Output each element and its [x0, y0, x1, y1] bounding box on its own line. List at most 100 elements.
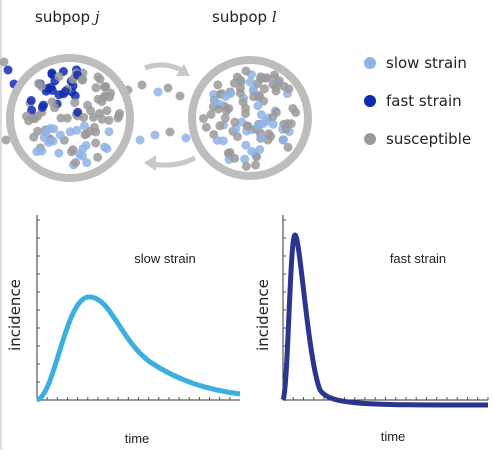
dot — [150, 130, 160, 140]
dot — [48, 136, 58, 146]
dot — [241, 103, 251, 113]
dot — [241, 66, 251, 76]
dot — [62, 113, 72, 123]
dot — [54, 148, 64, 158]
dot — [115, 108, 125, 118]
dot — [47, 69, 57, 79]
legend-dot — [364, 57, 376, 69]
dot — [100, 91, 110, 101]
dot — [104, 115, 114, 125]
dot — [230, 117, 240, 127]
subpop-label: subpop j — [35, 8, 100, 26]
dot — [79, 121, 89, 131]
dot — [27, 105, 37, 115]
dot — [66, 147, 76, 157]
y-label: incidence — [6, 279, 24, 351]
dot — [229, 78, 239, 88]
dot — [206, 109, 216, 119]
dot — [86, 106, 96, 116]
dot — [213, 80, 223, 90]
dot — [209, 96, 219, 106]
dot — [268, 119, 278, 129]
dot — [255, 145, 265, 155]
x-label: time — [381, 429, 406, 444]
dot — [93, 152, 103, 162]
arrow — [144, 62, 187, 75]
dot — [93, 72, 103, 82]
dot — [82, 158, 92, 168]
dot — [91, 127, 101, 137]
dot — [70, 91, 80, 101]
dot — [1, 135, 11, 145]
dot — [281, 124, 291, 134]
legend-label: susceptible — [386, 130, 471, 148]
dot — [37, 146, 47, 156]
dot — [213, 104, 223, 114]
legend-dot — [364, 133, 376, 145]
dot — [181, 133, 191, 143]
fast-curve — [280, 232, 489, 408]
dot — [247, 146, 257, 156]
dot — [70, 98, 80, 108]
dot — [201, 122, 211, 132]
dot — [135, 135, 145, 145]
dot — [261, 117, 271, 127]
dot — [249, 92, 259, 102]
dot — [215, 121, 225, 131]
dot — [163, 83, 173, 93]
dot — [55, 130, 65, 140]
panel-title: fast strain — [390, 251, 446, 266]
dot — [30, 114, 40, 124]
dot — [102, 144, 112, 154]
dot — [137, 80, 147, 90]
dot — [54, 72, 64, 82]
legend-label: slow strain — [386, 54, 467, 72]
dot — [271, 107, 281, 117]
dot — [271, 82, 281, 92]
dot — [26, 96, 36, 106]
dot — [243, 121, 253, 131]
dot — [245, 77, 255, 87]
legend-label: fast strain — [386, 92, 462, 110]
arrow-head — [176, 64, 190, 76]
dot — [220, 113, 230, 123]
dot — [104, 127, 114, 137]
dot — [262, 73, 272, 83]
dot — [224, 103, 234, 113]
dot — [78, 144, 88, 154]
dot — [256, 110, 266, 120]
dot — [241, 140, 251, 150]
dot — [278, 135, 288, 145]
dot — [91, 138, 101, 148]
dot — [71, 158, 81, 168]
dot — [175, 91, 185, 101]
dot — [47, 97, 57, 107]
dot — [240, 154, 250, 164]
dot — [72, 125, 82, 135]
dot — [79, 112, 89, 122]
dot — [99, 82, 109, 92]
dot — [241, 161, 251, 171]
dot — [22, 111, 32, 121]
dot — [198, 113, 208, 123]
dot — [212, 135, 222, 145]
dot — [41, 128, 51, 138]
legend-dot — [364, 95, 376, 107]
slow-curve — [35, 294, 241, 403]
dot — [60, 86, 70, 96]
dot — [264, 129, 274, 139]
dot — [165, 127, 175, 137]
dot — [270, 70, 280, 80]
dot — [251, 160, 261, 170]
dot — [95, 108, 105, 118]
dot — [232, 132, 242, 142]
dot — [38, 100, 48, 110]
dot — [56, 113, 66, 123]
dot — [221, 92, 231, 102]
dot — [0, 57, 9, 67]
dot — [33, 126, 43, 136]
y-label: incidence — [254, 279, 272, 351]
dot — [253, 121, 263, 131]
subpop-label: subpop l — [212, 8, 277, 26]
